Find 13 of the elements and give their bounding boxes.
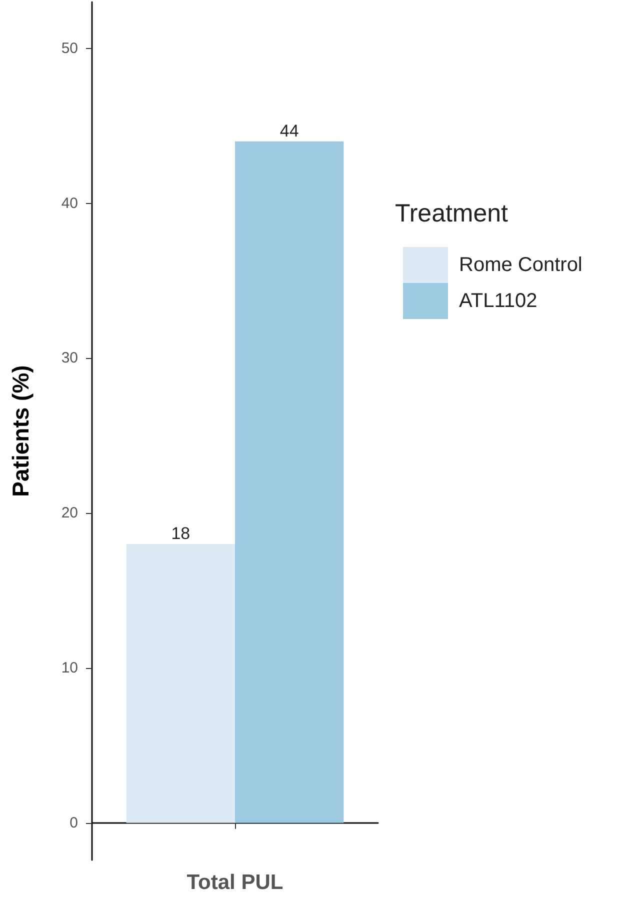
legend-label: Rome Control <box>459 254 582 276</box>
y-axis-title: Patients (%) <box>8 365 34 497</box>
y-tick-label: 10 <box>61 659 78 676</box>
x-tick-label: Total PUL <box>186 871 284 894</box>
data-label: 44 <box>280 121 299 140</box>
y-tick-label: 40 <box>61 194 78 212</box>
data-label: 18 <box>171 524 190 544</box>
legend-label: ATL1102 <box>459 290 538 312</box>
y-tick-label: 50 <box>61 40 78 57</box>
y-tick-label: 20 <box>61 504 78 522</box>
y-tick-label: 30 <box>61 350 78 367</box>
legend-title: Treatment <box>395 200 508 228</box>
y-tick-label: 0 <box>70 814 78 832</box>
